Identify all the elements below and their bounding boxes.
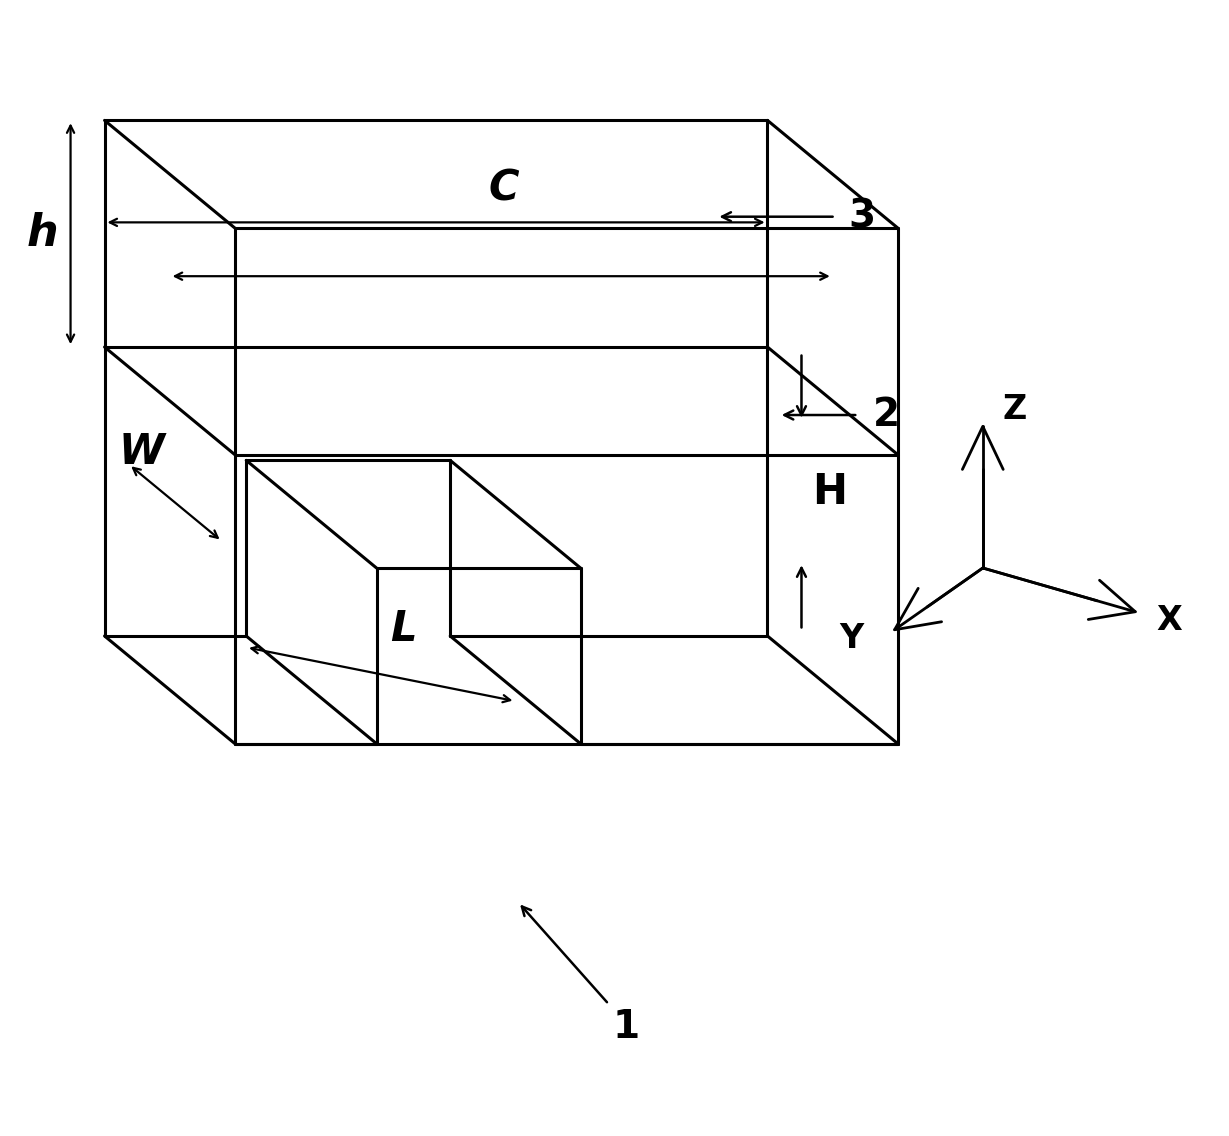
Text: 1: 1: [612, 1008, 639, 1046]
Text: W: W: [118, 431, 165, 473]
Text: L: L: [390, 608, 417, 650]
Text: 2: 2: [873, 396, 900, 434]
Text: 3: 3: [848, 198, 875, 235]
Text: Y: Y: [839, 623, 864, 655]
Text: X: X: [1156, 604, 1182, 637]
Text: h: h: [26, 212, 58, 256]
Text: H: H: [812, 470, 847, 512]
Text: Z: Z: [1003, 393, 1026, 426]
Text: C: C: [489, 167, 520, 209]
